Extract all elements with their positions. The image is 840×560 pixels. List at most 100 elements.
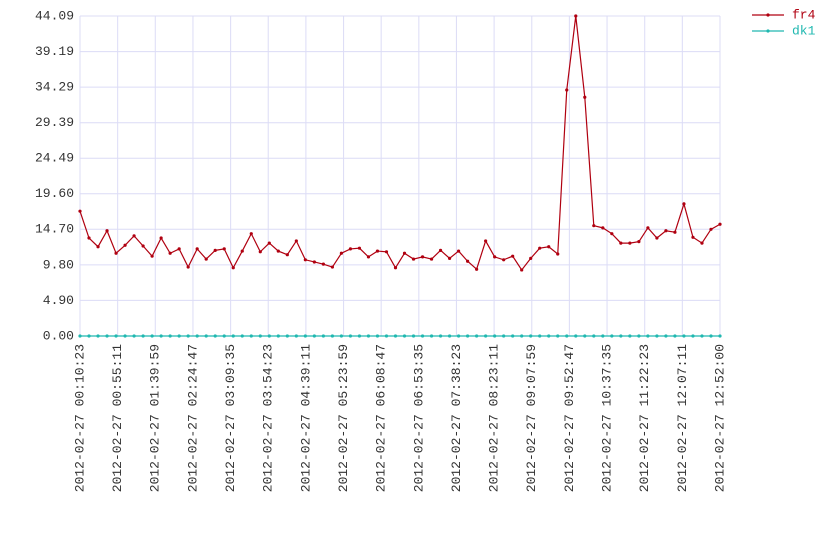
- data-point: [123, 243, 127, 247]
- y-tick-label: 19.60: [35, 186, 74, 201]
- data-point: [303, 334, 307, 338]
- data-point: [177, 334, 181, 338]
- data-point: [646, 334, 650, 338]
- data-point: [502, 334, 506, 338]
- data-point: [502, 258, 506, 262]
- data-point: [429, 257, 434, 261]
- data-point: [447, 256, 452, 260]
- data-point: [330, 334, 334, 338]
- data-point: [556, 252, 560, 256]
- data-point: [222, 247, 226, 251]
- data-point: [159, 236, 163, 240]
- data-point: [384, 250, 389, 254]
- x-tick-label: 2012-02-27 12:52:00: [712, 344, 727, 492]
- data-point: [240, 249, 244, 253]
- data-point: [655, 334, 659, 338]
- data-point: [691, 235, 695, 239]
- data-point: [294, 239, 298, 243]
- data-point: [348, 334, 353, 338]
- data-point: [619, 334, 623, 338]
- x-tick-label: 2012-02-27 06:08:47: [374, 344, 389, 492]
- data-point: [258, 250, 262, 254]
- data-point: [592, 224, 596, 228]
- data-point: [249, 334, 253, 338]
- x-tick-label: 2012-02-27 09:52:47: [562, 344, 577, 492]
- data-point: [493, 255, 497, 259]
- data-point: [511, 254, 515, 258]
- data-point: [276, 249, 280, 253]
- data-point: [637, 334, 641, 338]
- series-line: [79, 15, 721, 271]
- x-tick-label: 2012-02-27 00:10:23: [72, 344, 87, 492]
- data-point: [601, 226, 605, 230]
- data-point: [393, 266, 398, 270]
- data-point: [231, 334, 235, 338]
- data-point: [691, 334, 695, 338]
- data-point: [105, 334, 109, 338]
- x-tick-label: 2012-02-27 09:07:59: [524, 344, 539, 492]
- data-point: [285, 253, 289, 257]
- data-point: [375, 249, 380, 253]
- data-point: [411, 334, 416, 338]
- data-point: [456, 334, 461, 338]
- data-point: [204, 257, 208, 261]
- data-point: [628, 241, 632, 245]
- data-point: [700, 241, 704, 245]
- data-point: [493, 334, 497, 338]
- data-point: [168, 334, 172, 338]
- data-point: [475, 334, 479, 338]
- legend-marker: [766, 29, 770, 33]
- data-point: [267, 334, 271, 338]
- data-point: [438, 334, 443, 338]
- x-tick-label: 2012-02-27 07:38:23: [449, 344, 464, 492]
- data-point: [447, 334, 452, 338]
- data-point: [646, 226, 650, 230]
- data-point: [294, 334, 298, 338]
- data-point: [339, 251, 344, 255]
- data-point: [132, 334, 136, 338]
- x-tick-label: 2012-02-27 08:23:11: [487, 344, 502, 492]
- x-tick-label: 2012-02-27 05:23:59: [336, 344, 351, 492]
- y-tick-label: 39.19: [35, 44, 74, 59]
- data-point: [339, 334, 344, 338]
- y-tick-label: 29.39: [35, 115, 74, 130]
- data-point: [420, 334, 425, 338]
- data-point: [87, 334, 91, 338]
- data-point: [637, 240, 641, 244]
- data-point: [87, 236, 91, 240]
- data-point: [105, 229, 109, 233]
- data-point: [114, 251, 118, 255]
- data-point: [132, 234, 136, 238]
- data-point: [583, 95, 587, 99]
- x-tick-label: 2012-02-27 03:09:35: [223, 344, 238, 492]
- data-point: [664, 334, 668, 338]
- data-point: [484, 334, 488, 338]
- data-point: [438, 248, 443, 252]
- data-point: [303, 258, 307, 262]
- data-point: [673, 334, 677, 338]
- data-point: [150, 254, 154, 258]
- x-tick-label: 2012-02-27 00:55:11: [110, 344, 125, 492]
- data-point: [375, 334, 380, 338]
- data-point: [420, 255, 425, 259]
- data-point: [96, 334, 100, 338]
- y-tick-label: 9.80: [43, 257, 74, 272]
- y-tick-label: 44.09: [35, 8, 74, 23]
- data-point: [159, 334, 163, 338]
- data-point: [348, 247, 353, 251]
- data-point: [366, 334, 371, 338]
- data-point: [520, 268, 524, 272]
- data-point: [141, 244, 145, 248]
- data-point: [547, 334, 551, 338]
- data-point: [466, 259, 470, 263]
- x-tick-label: 2012-02-27 03:54:23: [261, 344, 276, 492]
- data-point: [240, 334, 244, 338]
- data-point: [366, 255, 371, 259]
- y-tick-label: 24.49: [35, 151, 74, 166]
- data-point: [96, 245, 100, 249]
- x-tick-label: 2012-02-27 11:22:23: [637, 344, 652, 492]
- data-point: [78, 334, 82, 338]
- x-tick-label: 2012-02-27 01:39:59: [148, 344, 163, 492]
- data-point: [628, 334, 632, 338]
